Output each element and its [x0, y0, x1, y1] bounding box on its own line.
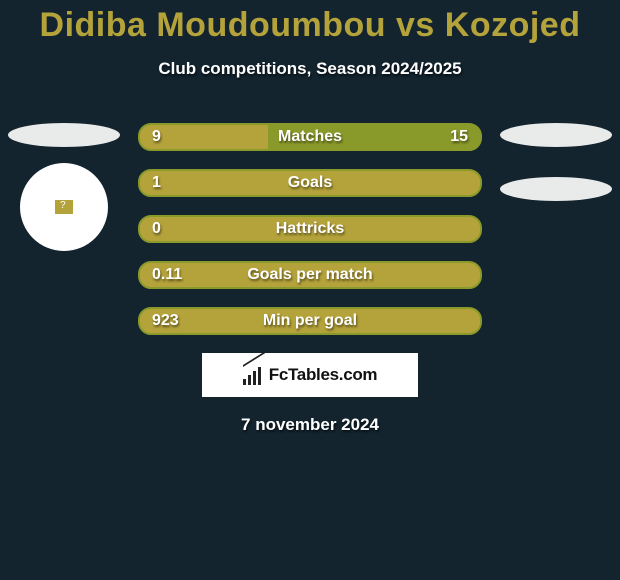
player-right-pill	[500, 123, 612, 147]
stat-label: Goals	[140, 171, 480, 195]
player-left-column	[4, 123, 124, 251]
player-left-pill	[8, 123, 120, 147]
snapshot-date: 7 november 2024	[0, 415, 620, 435]
comparison-content: 9Matches15 1Goals 0Hattricks 0.11Goals per …	[0, 123, 620, 435]
stat-bar: 9Matches15	[138, 123, 482, 151]
player-right-column	[496, 123, 616, 201]
stat-bar: 0.11Goals per match	[138, 261, 482, 289]
stat-label: Goals per match	[140, 263, 480, 287]
stat-bar: 923Min per goal	[138, 307, 482, 335]
stat-bars: 9Matches15 1Goals 0Hattricks 0.11Goals per …	[138, 123, 482, 335]
logo-text: FcTables.com	[269, 365, 378, 385]
site-logo: FcTables.com	[202, 353, 418, 397]
player-left-badge	[20, 163, 108, 251]
page-title: Didiba Moudoumbou vs Kozojed	[0, 0, 620, 45]
stat-bar: 0Hattricks	[138, 215, 482, 243]
barchart-icon	[243, 365, 265, 385]
stat-label: Matches	[140, 125, 480, 149]
stat-label: Hattricks	[140, 217, 480, 241]
stat-right-value: 15	[450, 125, 468, 149]
player-right-pill-secondary	[500, 177, 612, 201]
subtitle: Club competitions, Season 2024/2025	[0, 59, 620, 79]
stat-bar: 1Goals	[138, 169, 482, 197]
stat-label: Min per goal	[140, 309, 480, 333]
unknown-badge-icon	[55, 200, 73, 214]
